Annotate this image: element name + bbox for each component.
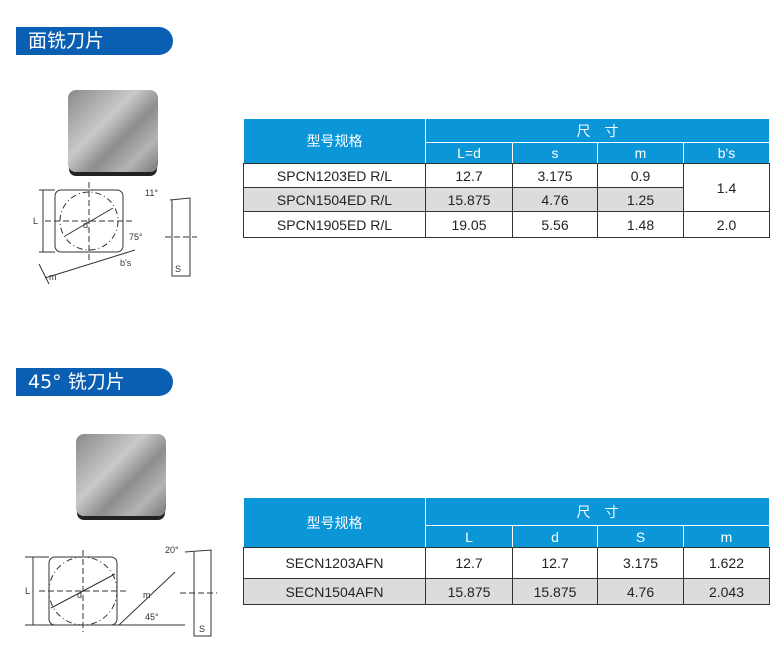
cell-model: SPCN1203ED R/L xyxy=(243,163,426,188)
cell: 3.175 xyxy=(512,163,598,188)
cell: 0.9 xyxy=(597,163,684,188)
header-m: m xyxy=(597,142,684,164)
header-s: s xyxy=(512,142,598,164)
cell-model: SPCN1905ED R/L xyxy=(243,211,426,238)
cell: 1.25 xyxy=(597,187,684,212)
label-m: m xyxy=(49,272,57,282)
angle-20: 20° xyxy=(165,545,179,555)
section-title-45-milling: 45° 铣刀片 xyxy=(16,368,173,396)
label-L: L xyxy=(33,216,38,226)
label-bs: b's xyxy=(120,258,132,268)
header-dimensions: 尺 寸 xyxy=(425,497,770,526)
cell: 3.175 xyxy=(597,547,684,579)
angle-45: 45° xyxy=(145,612,159,622)
cell: 1.622 xyxy=(683,547,770,579)
header-L: L xyxy=(425,525,513,548)
table-row: SPCN1905ED R/L 19.05 5.56 1.48 2.0 xyxy=(243,211,770,238)
cell: 15.875 xyxy=(425,578,513,605)
angle-11: 11° xyxy=(145,188,158,198)
header-dimensions: 尺 寸 xyxy=(425,118,770,143)
spcn-spec-table: 型号规格尺 寸 L=d s m b's SPCN1203ED R/L 12.7 3.175… xyxy=(243,118,770,238)
cell: 15.875 xyxy=(512,578,598,605)
header-model: 型号规格 xyxy=(243,497,426,548)
cell: 4.76 xyxy=(512,187,598,212)
header-S: S xyxy=(597,525,684,548)
cell: 2.043 xyxy=(683,578,770,605)
cell: 1.48 xyxy=(597,211,684,238)
table-row: SPCN1203ED R/L 12.7 3.175 0.9 1.4 xyxy=(243,163,770,212)
cell-model: SECN1504AFN xyxy=(243,578,426,605)
insert-drawing: d L m 75° b's 11° S xyxy=(33,182,197,285)
header-model: 型号规格 xyxy=(243,118,426,164)
cell-bs: 1.4 xyxy=(683,163,770,212)
cell: 12.7 xyxy=(425,163,513,188)
label-L: L xyxy=(25,586,30,596)
cell-bs: 2.0 xyxy=(683,211,770,238)
section-title-face-milling: 面铣刀片 xyxy=(16,27,173,55)
header-L: L=d xyxy=(425,142,513,164)
label-s: S xyxy=(175,264,181,274)
cell-model: SPCN1504ED R/L xyxy=(243,187,426,212)
insert-drawing: d L m 45° 20° S xyxy=(25,545,217,637)
cell: 12.7 xyxy=(512,547,598,579)
angle-75: 75° xyxy=(129,232,143,242)
table-row: SECN1203AFN 12.7 12.7 3.175 1.622 xyxy=(243,547,770,579)
insert-photo xyxy=(68,90,158,172)
cell: 4.76 xyxy=(597,578,684,605)
table-row: SECN1504AFN 15.875 15.875 4.76 2.043 xyxy=(243,578,770,605)
label-d: d xyxy=(83,220,88,230)
cell: 12.7 xyxy=(425,547,513,579)
insert-photo xyxy=(76,434,166,516)
label-d: d xyxy=(77,590,82,600)
cell-model: SECN1203AFN xyxy=(243,547,426,579)
header-d: d xyxy=(512,525,598,548)
header-m: m xyxy=(683,525,770,548)
label-s: S xyxy=(199,624,205,634)
cell: 19.05 xyxy=(425,211,513,238)
header-bs: b's xyxy=(683,142,770,164)
label-m: m xyxy=(143,590,151,600)
cell: 15.875 xyxy=(425,187,513,212)
cell: 5.56 xyxy=(512,211,598,238)
